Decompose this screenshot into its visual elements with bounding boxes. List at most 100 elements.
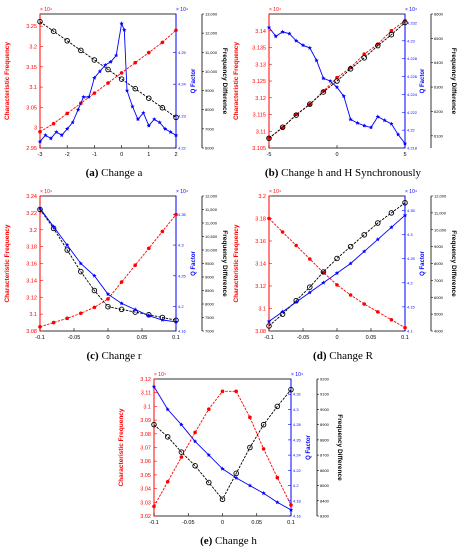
- inner-tick-label: 4.224: [407, 92, 418, 97]
- point-characteristic: [193, 430, 197, 435]
- x-tick-label: 0: [335, 152, 338, 158]
- point-q-factor: [160, 317, 165, 322]
- caption-a: (a) Change a: [0, 164, 228, 182]
- point-characteristic: [92, 91, 97, 95]
- point-q-factor: [266, 319, 272, 324]
- left-tick-label: 3.15: [26, 65, 37, 71]
- point-characteristic: [119, 280, 124, 284]
- inner-tick-label: 4.232: [407, 20, 418, 25]
- left-exponent: × 10⁴: [40, 189, 52, 195]
- left-tick-label: 3.18: [26, 245, 37, 251]
- point-q-factor: [300, 43, 306, 48]
- x-tick-label: 0.1: [287, 520, 295, 526]
- inner-tick-label: 4.226: [407, 74, 418, 79]
- left-tick-label: 3.25: [26, 24, 37, 30]
- point-q-factor: [266, 25, 272, 30]
- x-tick-label: 0: [335, 335, 338, 341]
- caption-tag: (a): [85, 167, 99, 179]
- point-q-factor: [65, 242, 70, 247]
- outer-tick-label: 8800: [320, 437, 330, 442]
- inner-tick-label: 4.2: [407, 280, 413, 285]
- point-difference: [206, 479, 212, 486]
- left-tick-label: 3.2: [29, 228, 37, 234]
- point-difference: [274, 403, 281, 410]
- outer-tick-label: 6100: [434, 133, 444, 138]
- left-tick-label: 3: [34, 126, 37, 132]
- point-q-factor: [321, 280, 326, 285]
- x-tick-label: -2: [65, 152, 70, 158]
- outer-tick-label: 9200: [320, 377, 330, 382]
- x-tick-label: -0.05: [68, 335, 81, 341]
- point-q-factor: [396, 132, 401, 137]
- left-tick-label: 3.105: [252, 146, 266, 152]
- inner-tick-label: 4.24: [293, 453, 302, 458]
- point-difference: [320, 269, 327, 275]
- x-tick-label: -0.1: [149, 520, 158, 526]
- chart-panel-a: -3 -2 -1 0 1 2 2.95 3 3.05 3.1 3.15 3.2 3.25 4.22 4.23…: [0, 0, 228, 182]
- plot-area: [268, 195, 406, 332]
- left-tick-label: 3.08: [255, 329, 266, 335]
- outer-tick-label: 8500: [320, 483, 330, 488]
- point-q-factor: [173, 319, 179, 324]
- point-difference: [91, 57, 98, 63]
- point-q-factor: [43, 132, 48, 138]
- right-exponent: × 10⁴: [291, 372, 303, 378]
- point-difference: [361, 232, 367, 238]
- outer-tick-label: 10,000: [205, 248, 218, 253]
- left-tick-label: 3.115: [253, 113, 266, 119]
- point-characteristic: [348, 293, 353, 297]
- left-tick-label: 3.2: [29, 44, 37, 50]
- x-tick-label: -5: [267, 152, 272, 158]
- caption-text: Change a: [101, 167, 143, 179]
- point-q-factor: [51, 224, 56, 229]
- outer-tick-label: 12,000: [205, 194, 218, 199]
- point-q-factor: [280, 29, 285, 34]
- point-difference: [347, 66, 354, 72]
- caption-c: (c) Change r: [0, 347, 228, 365]
- point-q-factor: [157, 120, 162, 125]
- point-characteristic: [65, 111, 69, 116]
- inner-tick-label: 4.218: [407, 146, 418, 151]
- x-tick-label: 0: [106, 335, 109, 341]
- point-q-factor: [334, 85, 340, 90]
- left-tick-label: 3.22: [26, 211, 37, 217]
- point-difference: [105, 66, 111, 73]
- inner-tick-label: 4.26: [293, 437, 302, 442]
- point-difference: [64, 247, 70, 253]
- point-characteristic: [403, 18, 407, 23]
- left-tick-label: 3.07: [140, 446, 151, 452]
- outer-tick-label: 4000: [434, 329, 444, 334]
- left-axis-label: Characteristic Frequency: [233, 224, 240, 302]
- left-tick-label: 3.12: [26, 295, 37, 301]
- point-q-factor: [402, 141, 408, 146]
- point-q-factor: [165, 407, 170, 412]
- left-axis-label: Characteristic Frequency: [118, 408, 125, 486]
- point-q-factor: [105, 291, 111, 296]
- point-q-factor: [78, 261, 83, 266]
- point-characteristic: [51, 320, 56, 325]
- point-difference: [132, 85, 138, 92]
- point-difference: [388, 210, 395, 216]
- caption-text: Change h and H Synchronously: [281, 167, 422, 179]
- point-q-factor: [375, 237, 380, 242]
- chart-d: -0.1 -0.05 0 0.05 0.1 3.08 3.1 3.12 3.14 3.16 3.18…: [233, 189, 457, 341]
- left-tick-label: 3.11: [141, 391, 151, 397]
- series-line-difference: [153, 389, 292, 501]
- caption-text: Change R: [329, 350, 373, 362]
- x-tick-label: -0.05: [182, 520, 195, 526]
- outer-tick-label: 5000: [434, 312, 444, 317]
- point-characteristic: [376, 310, 380, 314]
- outer-axis-label: Frequency Difference: [221, 230, 228, 297]
- point-q-factor: [362, 123, 367, 128]
- point-characteristic: [160, 229, 165, 234]
- point-q-factor: [321, 76, 326, 81]
- chart-panel-e: -0.1 -0.05 0 0.05 0.1 3.02 3.03 3.04 3.05 3.06 3.0…: [114, 365, 343, 550]
- point-q-factor: [341, 93, 346, 98]
- point-characteristic: [362, 52, 366, 56]
- point-characteristic: [147, 50, 151, 55]
- point-characteristic: [280, 126, 285, 130]
- point-characteristic: [308, 257, 312, 261]
- point-q-factor: [206, 452, 211, 457]
- inner-tick-label: 4.24: [178, 82, 187, 87]
- point-characteristic: [79, 311, 83, 316]
